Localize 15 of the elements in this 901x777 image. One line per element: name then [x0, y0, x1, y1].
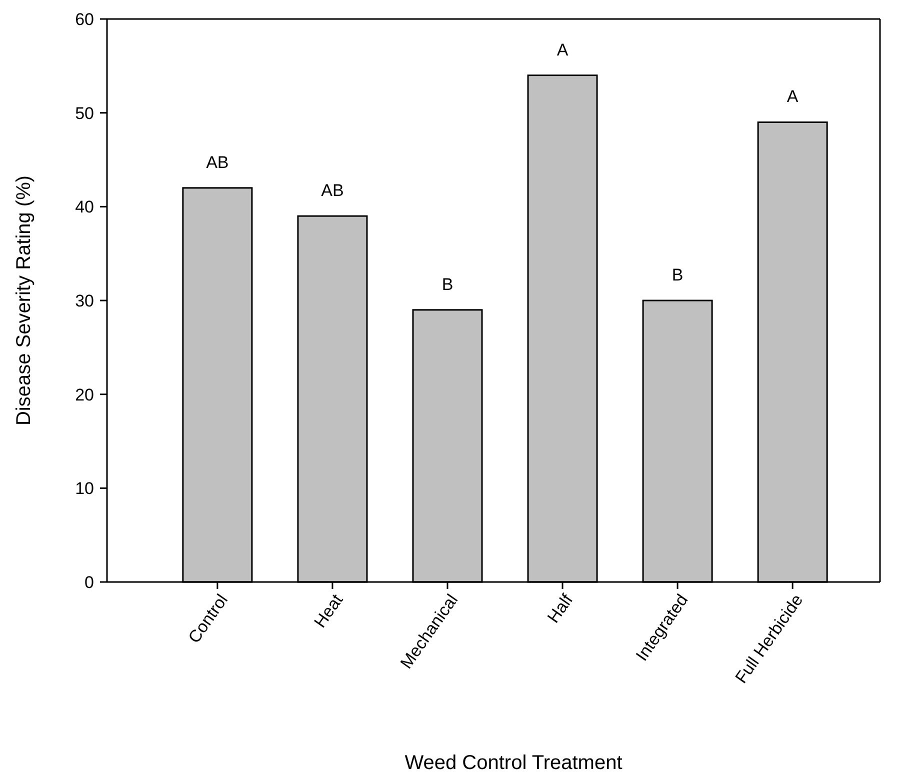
annotation: B: [672, 266, 684, 284]
annotation: A: [556, 40, 569, 60]
y-tick-label: 0: [84, 572, 94, 592]
y-tick-label: 20: [75, 385, 94, 404]
y-tick-label: 30: [75, 291, 94, 310]
x-axis-title: Weed Control Treatment: [404, 752, 623, 774]
y-tick-label: 10: [75, 479, 94, 498]
y-tick-label: 60: [75, 10, 94, 29]
y-tick-label: 50: [75, 104, 94, 123]
annotation: A: [786, 87, 799, 106]
annotation: AB: [321, 181, 344, 200]
annotation: B: [442, 274, 454, 294]
annotation: AB: [206, 152, 229, 172]
y-tick-label: 40: [75, 198, 94, 217]
y-axis-title: Disease Severity Rating (%): [13, 175, 35, 426]
